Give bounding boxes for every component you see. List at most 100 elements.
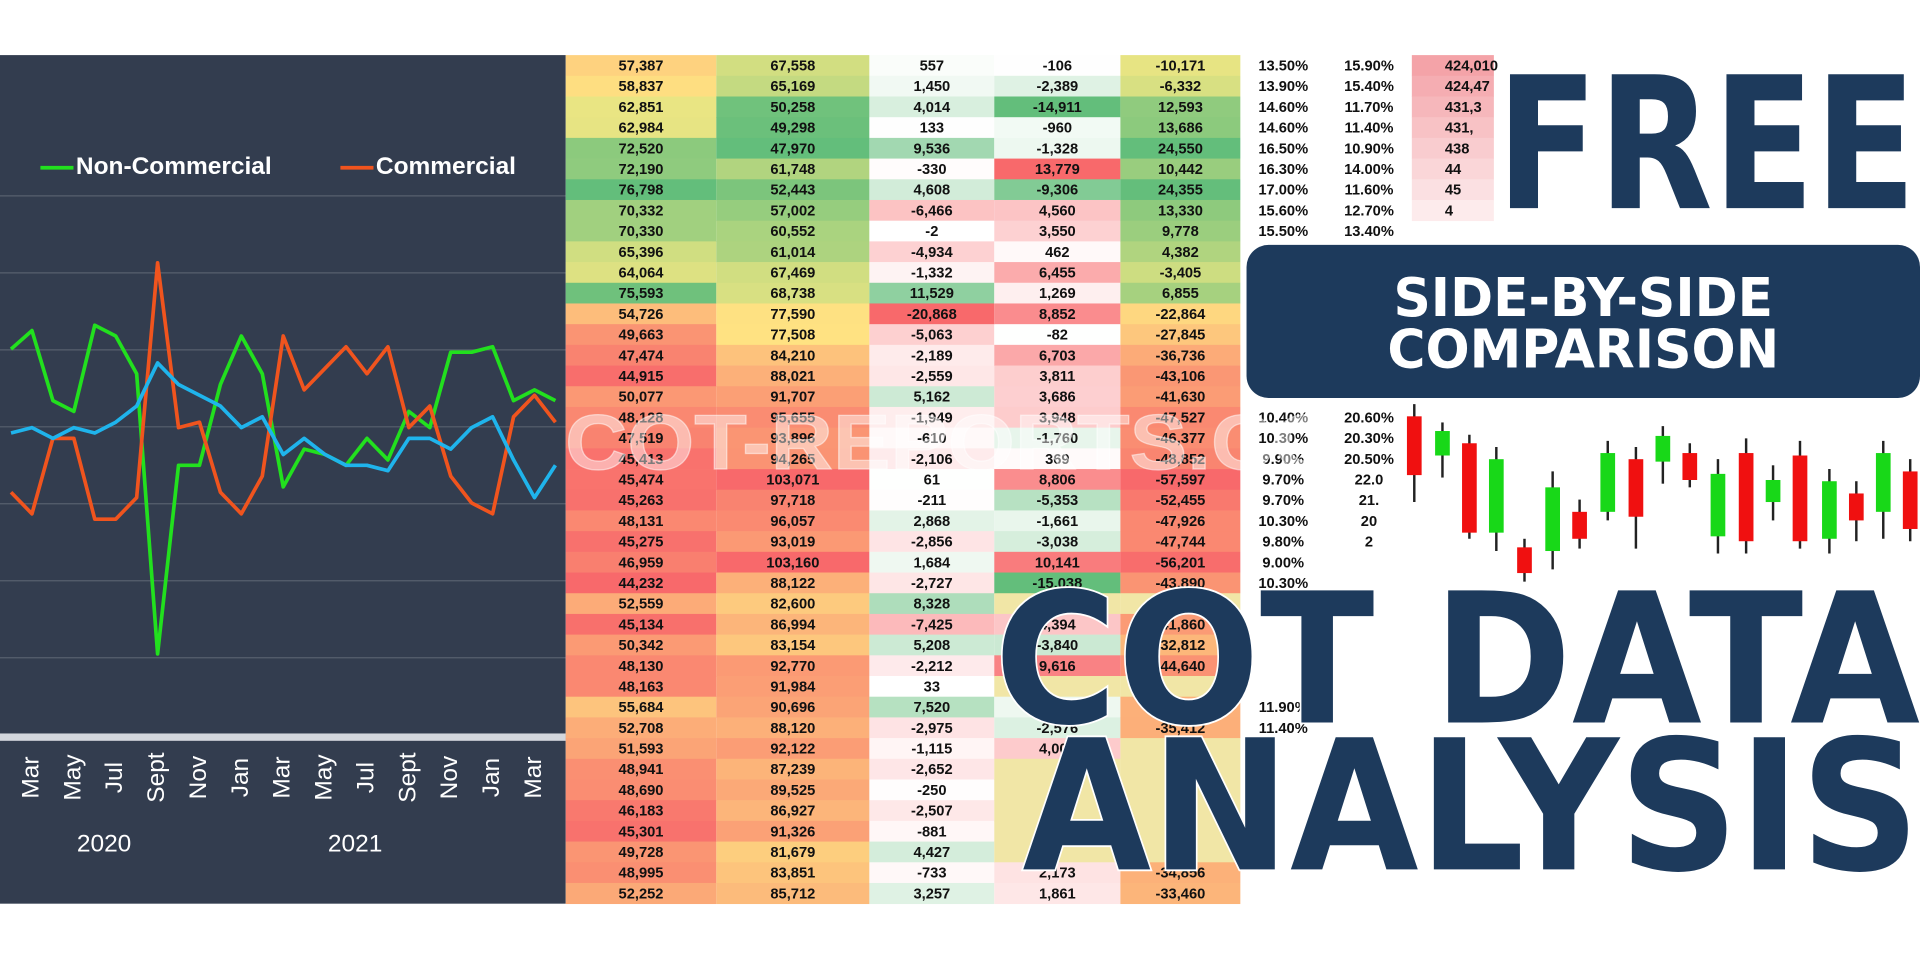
cell-bg xyxy=(994,531,1121,553)
cell-bg xyxy=(1120,365,1241,387)
cell-bg xyxy=(1240,779,1327,801)
cell-bg xyxy=(1120,406,1241,429)
cell-bg xyxy=(1326,696,1412,718)
cell-bg xyxy=(1326,717,1412,739)
table-cell: 4 xyxy=(1445,203,1454,219)
table-cell: -733 xyxy=(917,866,946,882)
table-cell: 97,718 xyxy=(770,493,815,509)
cell-bg xyxy=(565,199,717,222)
table-cell: 5,208 xyxy=(913,638,950,654)
cell-bg xyxy=(994,655,1121,677)
table-cell: 61,014 xyxy=(770,245,816,261)
cell-bg xyxy=(869,800,995,822)
table-cell: 1,450 xyxy=(913,79,950,95)
table-cell: -56,201 xyxy=(1155,555,1205,571)
table-cell: 87,239 xyxy=(770,762,815,778)
table-cell: 2 xyxy=(1365,535,1373,551)
cell-bg xyxy=(1240,406,1327,429)
cell-bg xyxy=(1240,199,1327,222)
cell-bg xyxy=(869,303,995,325)
cell-bg xyxy=(716,551,870,573)
table-cell: 94,265 xyxy=(770,452,815,468)
table-cell: 15.60% xyxy=(1258,203,1308,219)
cell-bg xyxy=(716,696,870,718)
cell-bg xyxy=(716,324,870,346)
cell-bg xyxy=(565,717,717,739)
box-text: COMPARISON xyxy=(1387,317,1779,380)
table-cell: -41,630 xyxy=(1155,390,1205,406)
table-cell: 45,474 xyxy=(619,472,665,488)
cell-bg xyxy=(1326,427,1412,449)
cell-bg xyxy=(1240,489,1327,511)
table-cell: 4,560 xyxy=(1039,203,1076,219)
cell-bg xyxy=(1120,262,1241,284)
cell-bg xyxy=(565,551,717,573)
table-cell: 95,655 xyxy=(770,410,815,426)
table-cell: -2,576 xyxy=(1037,721,1079,737)
cell-bg xyxy=(869,179,995,201)
table-cell: 85,712 xyxy=(770,886,815,902)
cell-bg xyxy=(1240,882,1327,905)
cell-bg xyxy=(994,75,1121,97)
cell-bg xyxy=(1240,572,1327,594)
table-cell: 20.50% xyxy=(1344,452,1394,468)
table-cell: 50,342 xyxy=(619,638,664,654)
table-cell: 65,169 xyxy=(770,79,815,95)
table-cell: -6,332 xyxy=(1160,79,1202,95)
table-cell: 9,616 xyxy=(1039,659,1076,675)
cell-bg xyxy=(716,344,870,366)
table-cell: 133 xyxy=(920,121,945,137)
table-cell: -2,652 xyxy=(911,762,953,778)
cell-bg xyxy=(565,676,717,698)
cell-bg xyxy=(1240,427,1327,449)
cell-bg xyxy=(565,469,717,491)
table-cell: 48,995 xyxy=(619,866,664,882)
table-cell: 17.00% xyxy=(1258,183,1308,199)
table-cell: 51,593 xyxy=(619,742,664,758)
cell-bg xyxy=(1240,448,1327,470)
table-cell: 20.60% xyxy=(1344,410,1394,426)
headline-free: FREE xyxy=(1496,39,1916,252)
cell-bg xyxy=(565,427,717,449)
cell-bg xyxy=(1120,800,1241,822)
cell-bg xyxy=(994,137,1121,159)
cell-bg xyxy=(565,882,717,905)
table-cell: 83,154 xyxy=(770,638,816,654)
table-cell: 14.60% xyxy=(1258,100,1308,116)
line-chart: Mar May Jul Sept Nov Jan Mar May Jul Sept Nov Jan Ma… xyxy=(0,153,566,803)
cell-bg xyxy=(1240,510,1327,532)
table-cell: 86,994 xyxy=(770,617,816,633)
table-cell: 48,941 xyxy=(619,762,664,778)
cell-bg xyxy=(869,696,995,718)
cell-bg xyxy=(1326,779,1412,801)
table-cell: 438 xyxy=(1445,141,1470,157)
cell-bg xyxy=(1326,841,1412,863)
table-cell: 1,269 xyxy=(1039,286,1076,302)
cell-bg xyxy=(716,489,870,511)
table-cell: 22.0 xyxy=(1355,472,1384,488)
cell-bg xyxy=(994,551,1121,573)
table-cell: 33 xyxy=(924,679,940,695)
table-cell: -27,845 xyxy=(1155,328,1205,344)
x-tick-label: Sept xyxy=(394,752,421,803)
table-cell: 8,328 xyxy=(913,597,950,613)
cell-bg xyxy=(716,220,870,242)
cell-bg xyxy=(1240,717,1327,739)
cell-bg xyxy=(716,55,870,77)
table-cell: 9.00% xyxy=(1262,555,1304,571)
cell-bg xyxy=(1411,158,1494,180)
cell-bg xyxy=(1120,882,1241,905)
cell-bg xyxy=(565,862,717,884)
table-cell: 62,984 xyxy=(619,121,665,137)
table-cell: 45,301 xyxy=(619,824,664,840)
cell-bg xyxy=(994,738,1121,760)
cell-bg xyxy=(716,572,870,594)
cell-bg xyxy=(1326,738,1412,760)
cell-bg xyxy=(1240,841,1327,863)
cell-bg xyxy=(565,696,717,718)
cell-bg xyxy=(1326,469,1412,491)
cell-bg xyxy=(1326,199,1412,222)
table-cell: 10.30% xyxy=(1258,514,1308,530)
cell-bg xyxy=(1240,531,1327,553)
table-cell: 103,160 xyxy=(766,555,819,571)
